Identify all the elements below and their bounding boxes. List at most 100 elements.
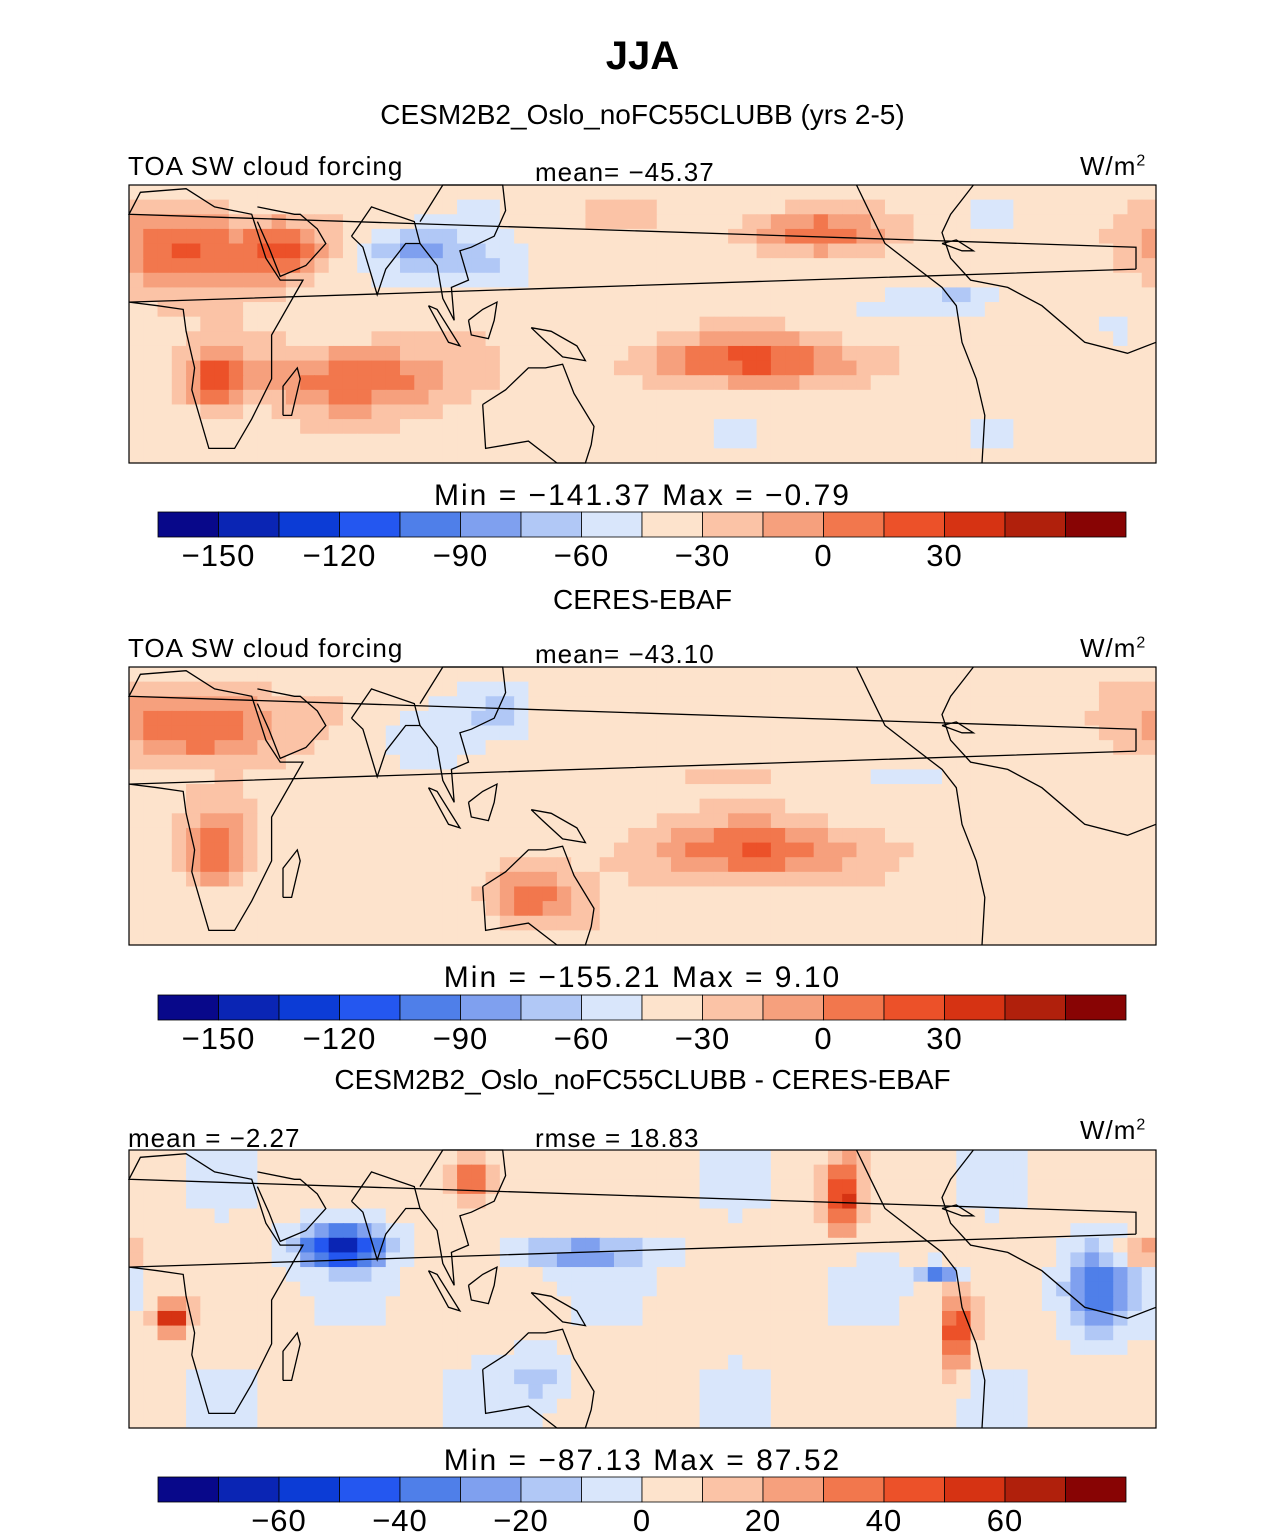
- heatmap-cell: [870, 930, 886, 946]
- heatmap-cell: [742, 813, 758, 829]
- heatmap-cell: [713, 1310, 729, 1327]
- heatmap-cell: [157, 915, 173, 931]
- heatmap-cell: [970, 404, 986, 420]
- heatmap-cell: [728, 360, 743, 376]
- heatmap-cell: [856, 725, 872, 741]
- heatmap-cell: [200, 1179, 216, 1195]
- heatmap-cell: [785, 1179, 800, 1195]
- heatmap-cell: [1070, 827, 1086, 844]
- heatmap-cell: [157, 433, 173, 449]
- coastline: [350, 206, 421, 297]
- heatmap-cell: [742, 228, 758, 245]
- heatmap-cell: [899, 1310, 915, 1327]
- heatmap-cell: [884, 228, 900, 245]
- heatmap-cell: [585, 1296, 601, 1312]
- heatmap-cell: [742, 331, 758, 347]
- heatmap-cell: [1041, 725, 1057, 741]
- heatmap-cell: [186, 681, 201, 697]
- heatmap-cell: [671, 784, 686, 800]
- heatmap-cell: [799, 1208, 815, 1224]
- heatmap-cell: [300, 404, 316, 420]
- heatmap-cell: [414, 725, 430, 741]
- heatmap-cell: [913, 199, 929, 215]
- heatmap-cell: [827, 243, 843, 259]
- heatmap-cell: [514, 1384, 529, 1400]
- heatmap-cell: [314, 1237, 330, 1254]
- heatmap-cell: [556, 1164, 572, 1180]
- heatmap-cell: [300, 1354, 316, 1371]
- heatmap-cell: [728, 1310, 743, 1327]
- heatmap-cell: [1056, 886, 1072, 902]
- heatmap-cell: [1056, 302, 1072, 318]
- heatmap-cell: [927, 345, 943, 362]
- heatmap-cell: [186, 901, 201, 917]
- heatmap-cell: [442, 389, 458, 406]
- heatmap-cell: [742, 1237, 758, 1254]
- heatmap-cell: [300, 272, 316, 289]
- heatmap-cell: [671, 1281, 686, 1297]
- heatmap-cell: [257, 915, 273, 931]
- heatmap-cell: [129, 243, 144, 259]
- heatmap-cell: [884, 1310, 900, 1327]
- heatmap-cell: [742, 360, 758, 376]
- panel-2-minmax-label: Min = −155.21 Max = 9.10: [443, 961, 842, 994]
- heatmap-cell: [628, 681, 644, 697]
- heatmap-cell: [514, 1413, 529, 1429]
- heatmap-cell: [827, 710, 843, 727]
- heatmap-cell: [1056, 214, 1072, 230]
- heatmap-cell: [1013, 915, 1029, 931]
- heatmap-cell: [514, 302, 529, 318]
- heatmap-cell: [285, 784, 301, 800]
- heatmap-cell: [813, 930, 829, 946]
- heatmap-cell: [385, 228, 401, 245]
- heatmap-cell: [956, 1354, 972, 1371]
- heatmap-cell: [528, 433, 544, 449]
- heatmap-cell: [357, 185, 373, 201]
- heatmap-cell: [442, 1325, 458, 1341]
- heatmap-cell: [471, 681, 487, 697]
- heatmap-cell: [214, 389, 230, 406]
- heatmap-cell: [785, 404, 800, 420]
- figure-title: JJA: [605, 34, 680, 78]
- heatmap-cell: [129, 915, 144, 931]
- heatmap-cell: [243, 1252, 258, 1268]
- heatmap-cell: [556, 404, 572, 420]
- heatmap-cell: [856, 769, 872, 785]
- heatmap-cell: [428, 1354, 444, 1371]
- heatmap-cell: [984, 769, 1000, 785]
- heatmap-cell: [1070, 1398, 1086, 1414]
- heatmap-cell: [585, 827, 601, 844]
- colorbar-tick-label: −20: [493, 1503, 549, 1538]
- heatmap-cell: [556, 1208, 572, 1224]
- heatmap-cell: [471, 419, 487, 435]
- heatmap-cell: [856, 798, 872, 814]
- heatmap-cell: [656, 389, 672, 406]
- heatmap-cell: [371, 302, 387, 318]
- heatmap-cell: [371, 404, 387, 420]
- heatmap-cell: [770, 404, 786, 420]
- panel-1-map: [127, 184, 1157, 464]
- heatmap-cell: [571, 404, 587, 420]
- heatmap-cell: [471, 754, 487, 771]
- heatmap-cell: [285, 1398, 301, 1414]
- heatmap-cell: [514, 901, 529, 917]
- heatmap-cell: [884, 331, 900, 347]
- heatmap-cell: [628, 228, 644, 245]
- heatmap-cell: [129, 1325, 144, 1341]
- heatmap-cell: [214, 842, 230, 858]
- heatmap-cell: [471, 1267, 487, 1283]
- heatmap-cell: [699, 316, 715, 332]
- heatmap-cell: [942, 316, 957, 332]
- heatmap-cell: [314, 754, 330, 771]
- heatmap-cell: [970, 1237, 986, 1254]
- heatmap-cell: [1041, 1296, 1057, 1312]
- heatmap-cell: [157, 740, 173, 756]
- heatmap-cell: [613, 316, 629, 332]
- heatmap-cell: [827, 1325, 843, 1341]
- heatmap-cell: [599, 1237, 615, 1254]
- heatmap-cell: [457, 1354, 472, 1371]
- heatmap-cell: [656, 857, 672, 873]
- heatmap-cell: [442, 740, 458, 756]
- heatmap-cell: [285, 1150, 301, 1166]
- heatmap-cell: [984, 331, 1000, 347]
